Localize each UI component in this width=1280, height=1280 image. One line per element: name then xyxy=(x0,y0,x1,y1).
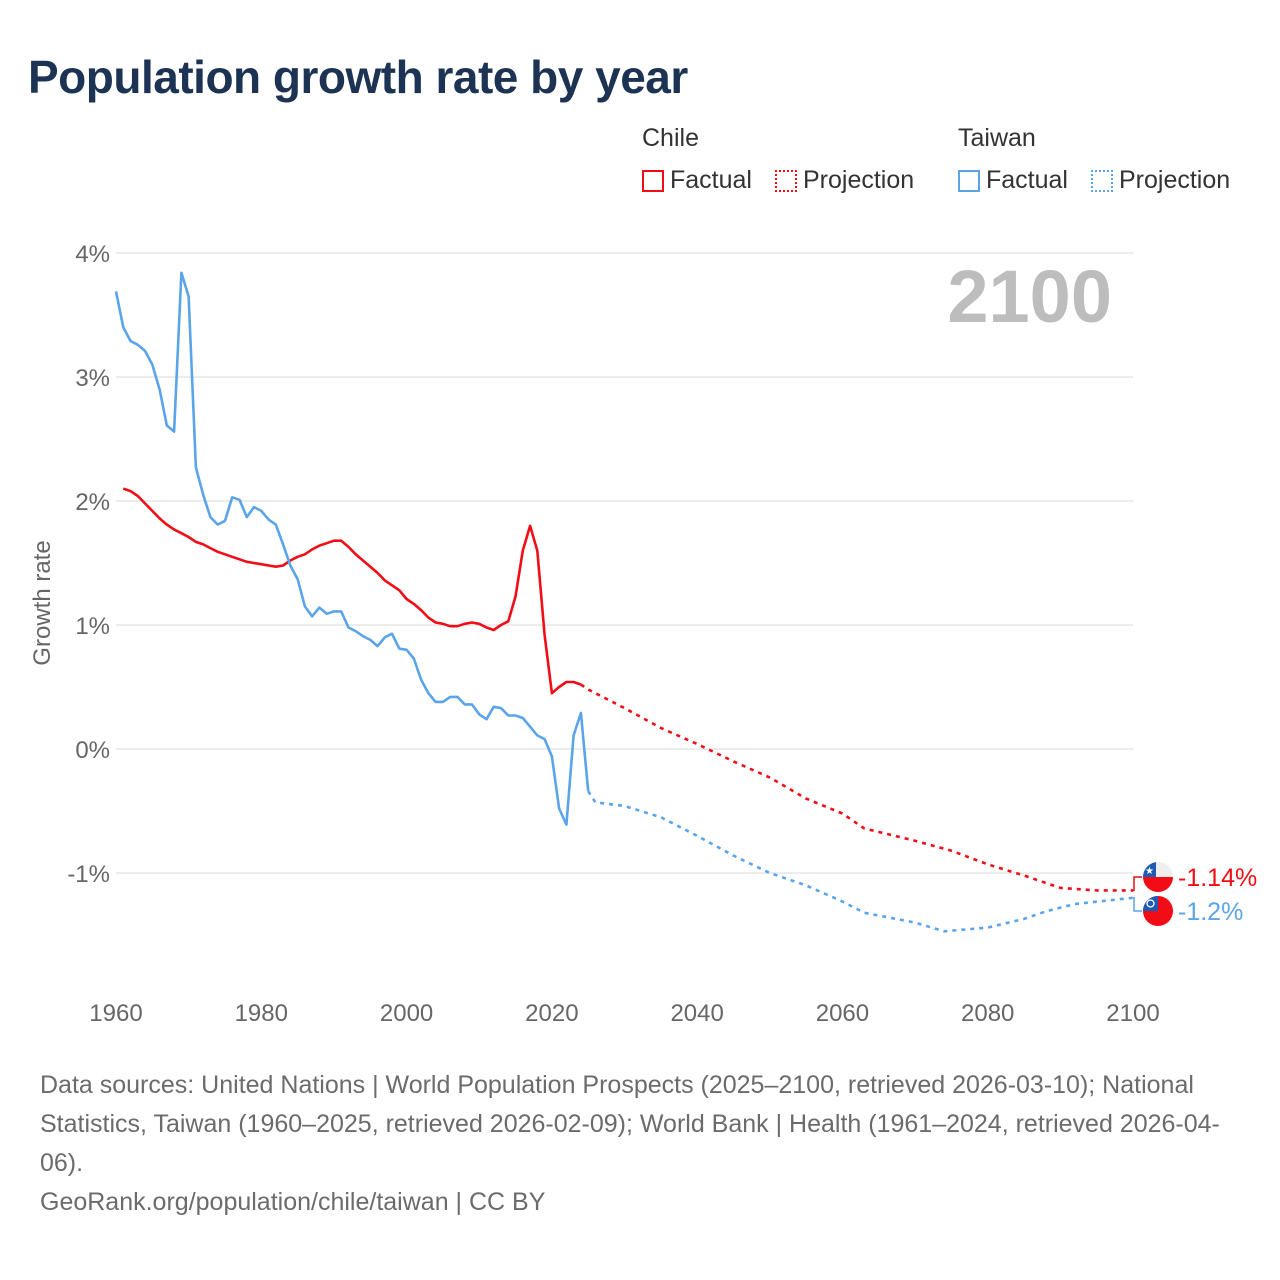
year-watermark: 2100 xyxy=(947,255,1112,338)
chile-factual-line xyxy=(122,487,582,695)
legend-swatch-solid xyxy=(958,169,980,192)
legend-label: Factual xyxy=(986,166,1068,194)
y-axis-label: Growth rate xyxy=(29,540,56,665)
x-tick-label: 2060 xyxy=(816,1000,869,1027)
legend-taiwan-projection[interactable]: Projection xyxy=(1091,166,1230,195)
legend-label: Projection xyxy=(803,166,915,194)
y-tick-label: -1% xyxy=(67,861,110,888)
chile-end-connector xyxy=(1133,876,1142,892)
legend-label: Factual xyxy=(670,166,752,194)
legend-swatch-dotted xyxy=(775,169,797,192)
y-tick-label: 0% xyxy=(75,737,110,764)
y-tick-label: 3% xyxy=(75,365,110,392)
taiwan-flag-icon xyxy=(1143,896,1173,926)
x-tick-label: 2020 xyxy=(525,1000,578,1027)
y-tick-label: 4% xyxy=(75,241,110,268)
credit-link[interactable]: GeoRank.org/population/chile/taiwan | CC… xyxy=(40,1188,546,1216)
y-tick-label: 1% xyxy=(75,613,110,640)
legend-heading: Chile xyxy=(642,124,699,152)
legend-swatch-dotted xyxy=(1091,169,1113,192)
legend-heading: Taiwan xyxy=(958,124,1036,152)
svg-text:★: ★ xyxy=(1145,866,1154,877)
x-tick-label: 2000 xyxy=(380,1000,433,1027)
x-tick-label: 2100 xyxy=(1106,1000,1159,1027)
legend-chile-factual[interactable]: Factual xyxy=(642,166,752,195)
legend-chile-projection[interactable]: Projection xyxy=(775,166,914,195)
legend-swatch-solid xyxy=(642,169,664,192)
x-tick-label: 1980 xyxy=(235,1000,288,1027)
x-tick-label: 1960 xyxy=(89,1000,142,1027)
taiwan-factual-line xyxy=(114,271,590,826)
taiwan-end-value-label: -1.2% xyxy=(1178,898,1243,926)
y-tick-label: 2% xyxy=(75,489,110,516)
x-tick-label: 2080 xyxy=(961,1000,1014,1027)
legend-taiwan-factual[interactable]: Factual xyxy=(958,166,1068,195)
chile-projection-line xyxy=(580,683,1133,892)
chile-flag-icon: ★ xyxy=(1143,862,1173,892)
taiwan-projection-line xyxy=(587,790,1134,933)
legend-label: Projection xyxy=(1119,166,1231,194)
taiwan-end-connector xyxy=(1133,897,1142,912)
data-sources: Data sources: United Nations | World Pop… xyxy=(40,1071,1220,1177)
x-tick-label: 2040 xyxy=(670,1000,723,1027)
chile-end-value-label: -1.14% xyxy=(1178,864,1257,892)
chart-title: Population growth rate by year xyxy=(28,51,688,103)
